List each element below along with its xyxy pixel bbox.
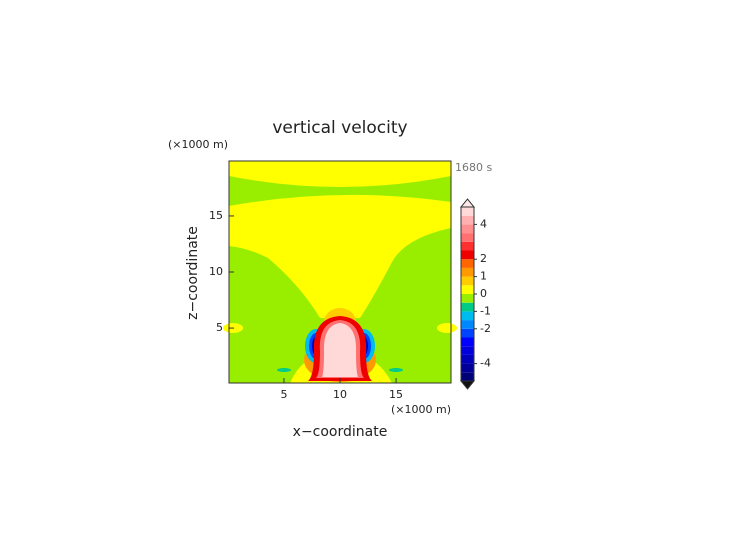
time-label: 1680 s <box>455 161 492 174</box>
contour-region <box>229 194 451 318</box>
colorbar-tick-label: -2 <box>480 322 491 335</box>
x-tick-label: 5 <box>280 388 287 401</box>
contour-region <box>277 368 291 372</box>
colorbar-bin <box>461 294 474 303</box>
colorbar-bin <box>461 233 474 242</box>
colorbar-tick-label: 0 <box>480 287 487 300</box>
chart-title: vertical velocity <box>272 118 407 138</box>
colorbar-bin <box>461 241 474 251</box>
colorbar-bin <box>461 320 474 329</box>
contour-region <box>389 368 403 372</box>
colorbar-extend-low <box>459 380 476 390</box>
y-tick-label: 15 <box>209 209 223 222</box>
y-tick-label: 10 <box>209 265 223 278</box>
contour-region <box>437 323 457 333</box>
colorbar-tick-label: 2 <box>480 252 487 265</box>
x-tick-label: 15 <box>389 388 403 401</box>
colorbar-tick-label: 1 <box>480 270 487 283</box>
colorbar-bin <box>461 302 474 312</box>
colorbar-bin <box>461 276 474 286</box>
colorbar-bin <box>461 363 474 373</box>
colorbar-bin <box>461 207 474 216</box>
x-axis-label: x−coordinate <box>293 424 388 440</box>
colorbar-tick-label: -4 <box>480 357 491 370</box>
colorbar-bin <box>461 259 474 268</box>
colorbar-bin <box>461 224 474 234</box>
colorbar-bin <box>461 267 474 277</box>
colorbar-bin <box>461 346 474 355</box>
colorbar-bin <box>461 337 474 347</box>
colorbar-bin <box>461 250 474 260</box>
x-tick-label: 10 <box>333 388 347 401</box>
colorbar-bin <box>461 285 474 294</box>
x-unit: (×1000 m) <box>391 403 451 416</box>
y-tick-label: 5 <box>216 321 223 334</box>
colorbar-tick-label: 4 <box>480 217 487 230</box>
y-axis-label: z−coordinate <box>185 226 201 320</box>
colorbar-bin <box>461 328 474 338</box>
y-unit: (×1000 m) <box>168 138 228 151</box>
colorbar-bin <box>461 215 474 225</box>
contour-region <box>322 323 358 377</box>
colorbar-bin <box>461 372 474 381</box>
colorbar-bin <box>461 354 474 364</box>
colorbar-tick-label: -1 <box>480 304 491 317</box>
contour-region <box>229 161 451 187</box>
colorbar-bin <box>461 311 474 321</box>
colorbar-extend-high <box>459 198 476 208</box>
